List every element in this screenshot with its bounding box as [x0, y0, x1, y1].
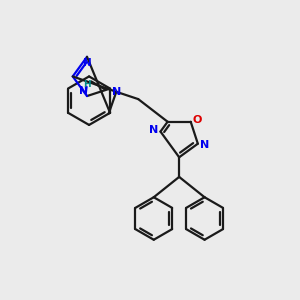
Text: N: N — [79, 86, 88, 96]
Text: N: N — [149, 125, 159, 135]
Text: H: H — [83, 80, 91, 88]
Text: N: N — [200, 140, 209, 150]
Text: O: O — [193, 115, 202, 125]
Text: N: N — [82, 58, 91, 68]
Text: N: N — [112, 87, 121, 97]
